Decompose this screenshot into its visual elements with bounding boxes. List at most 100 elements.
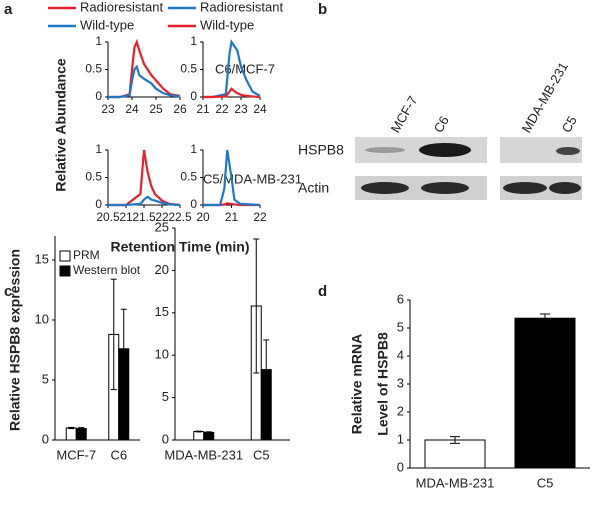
error-bar: [195, 430, 202, 433]
panel-label: c: [4, 283, 12, 300]
legend-label: Wild-type: [200, 17, 254, 32]
y-tick-label: 1: [190, 34, 197, 48]
y-tick-label: 10: [35, 311, 49, 326]
band: [421, 182, 469, 194]
lane-label: MCF-7: [388, 93, 421, 135]
band: [503, 182, 547, 194]
bar: [75, 428, 87, 441]
x-tick-label: MDA-MB-231: [164, 447, 243, 462]
error-bar: [263, 339, 270, 400]
line-series: [108, 38, 181, 99]
y-tick-label: 10: [155, 347, 169, 362]
y-tick-label: 0: [95, 197, 102, 211]
lane-label: C6: [431, 113, 452, 135]
error-bar: [450, 436, 460, 444]
band: [549, 182, 581, 194]
line-series: [203, 87, 261, 99]
row-label: HSPB8: [298, 142, 344, 158]
bar: [514, 317, 576, 469]
bar: [424, 439, 486, 469]
legend-swatch: [59, 250, 71, 262]
y-tick-label: 15: [35, 251, 49, 266]
x-tick-label: C5: [537, 475, 554, 490]
lane-label: C5: [559, 113, 580, 135]
line-series: [108, 195, 181, 207]
y-tick-label: 3: [397, 375, 404, 390]
y-tick-label: 5: [397, 319, 404, 334]
y-axis-label: Relative HSPB8 expression: [7, 249, 23, 431]
x-tick-label: 22: [215, 102, 229, 116]
panel-label: b: [318, 1, 327, 18]
error-bar: [205, 431, 212, 434]
y-tick-label: 0.5: [85, 62, 102, 76]
y-axis-label: Level of HSPB8: [375, 332, 391, 436]
y-tick-label: 0: [162, 431, 169, 446]
bar: [203, 431, 215, 441]
error-bar: [540, 313, 550, 323]
y-tick-label: 5: [42, 371, 49, 386]
x-tick-label: C5: [253, 447, 270, 462]
error-bar: [120, 308, 127, 389]
x-tick-label: 23: [234, 102, 248, 116]
error-bar: [253, 238, 260, 374]
x-tick-label: 26: [173, 102, 187, 116]
y-tick-label: 25: [155, 219, 169, 234]
line-series: [203, 149, 261, 207]
x-tick-label: 23: [101, 102, 115, 116]
y-axis-label: Relative mRNA: [349, 334, 365, 434]
line-series: [108, 64, 181, 99]
bar: [193, 431, 205, 441]
error-bar: [68, 426, 75, 430]
annotation: C6/MCF-7: [215, 61, 275, 76]
y-tick-label: 1: [397, 431, 404, 446]
panel-label: d: [318, 283, 327, 300]
bar: [65, 427, 77, 441]
x-tick-label: 20: [196, 210, 210, 224]
y-tick-label: 1: [190, 142, 197, 156]
x-tick-label: 21: [119, 210, 133, 224]
x-tick-label: 21.5: [132, 210, 156, 224]
y-tick-label: 0.5: [180, 170, 197, 184]
line-series: [108, 149, 181, 207]
x-tick-label: 25: [149, 102, 163, 116]
y-axis-label: Relative Abundance: [53, 58, 69, 192]
y-tick-label: 5: [162, 389, 169, 404]
x-tick-label: 21: [225, 210, 239, 224]
band: [556, 147, 580, 155]
y-tick-label: 0: [42, 431, 49, 446]
legend-label: Radioresistant: [200, 0, 283, 14]
band: [365, 147, 405, 153]
y-tick-label: 6: [397, 291, 404, 306]
legend-label: Western blot: [73, 263, 141, 277]
legend-label: Radioresistant: [80, 0, 163, 14]
x-tick-label: MDA-MB-231: [416, 475, 495, 490]
legend-swatch: [59, 265, 71, 277]
x-tick-label: 24: [125, 102, 139, 116]
x-tick-label: 24: [253, 102, 267, 116]
x-tick-label: 22: [155, 210, 169, 224]
y-tick-label: 20: [155, 262, 169, 277]
x-tick-label: 20.5: [96, 210, 120, 224]
x-tick-label: 22: [253, 210, 267, 224]
legend-label: Wild-type: [80, 17, 134, 32]
row-label: Actin: [298, 180, 329, 196]
panel-label: a: [4, 1, 13, 18]
x-tick-label: 22.5: [168, 210, 192, 224]
line-series: [203, 39, 261, 99]
y-tick-label: 0.5: [180, 62, 197, 76]
western-blot: MCF-7 C6 MDA-MB-231 C5 HSPB8 Actin: [298, 60, 582, 200]
y-tick-label: 1: [95, 34, 102, 48]
y-tick-label: 0: [190, 197, 197, 211]
error-bar: [110, 278, 117, 391]
x-tick-label: 21: [196, 102, 210, 116]
y-tick-label: 0: [95, 89, 102, 103]
legend-label: PRM: [73, 248, 100, 262]
error-bar: [78, 427, 85, 431]
y-tick-label: 1: [95, 142, 102, 156]
y-tick-label: 0: [190, 89, 197, 103]
y-tick-label: 15: [155, 304, 169, 319]
y-tick-label: 0.5: [85, 170, 102, 184]
x-axis-label: Retention Time (min): [111, 239, 250, 255]
y-tick-label: 0: [397, 459, 404, 474]
